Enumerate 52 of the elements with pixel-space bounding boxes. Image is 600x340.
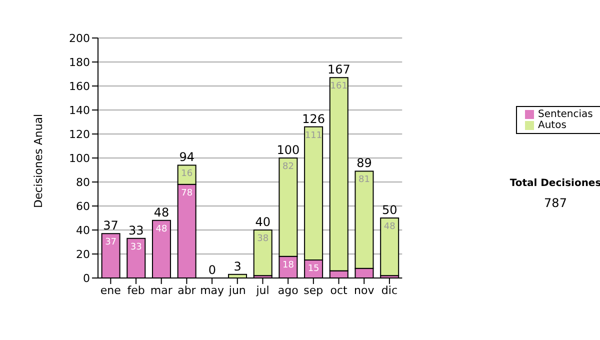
total-label: 94 [179,150,194,164]
y-tick-label: 40 [76,224,90,237]
x-tick-label: oct [330,284,348,297]
total-label: 37 [103,218,118,233]
data-label: 38 [257,234,269,244]
data-label: 82 [282,162,294,172]
total-label: 100 [276,143,300,157]
data-label: 81 [358,175,370,186]
data-label: 48 [384,222,396,232]
y-tick-label: 180 [69,56,90,69]
total-label: 89 [356,156,372,170]
x-tick-label: nov [354,284,375,297]
data-label: 111 [304,130,322,141]
y-tick-label: 160 [69,80,90,93]
x-tick-label: dic [381,284,398,297]
total-label: 48 [154,205,170,220]
x-tick-label: sep [304,284,324,297]
total-label: 33 [128,223,144,238]
y-tick-label: 0 [83,272,90,285]
data-label: 48 [156,224,168,234]
x-tick-label: ene [100,284,122,297]
y-tick-label: 120 [69,128,90,141]
legend-label: Sentencias [538,109,593,120]
data-label: 33 [130,242,142,252]
x-tick-label: may [200,284,225,297]
x-tick-label: abr [178,284,196,297]
x-tick-label: ago [278,284,299,297]
y-axis-title: Decisiones Anual [32,114,45,208]
total-label: 40 [255,215,271,229]
data-label: 18 [282,260,294,270]
y-tick-label: 60 [76,200,90,213]
y-tick-label: 200 [69,32,90,45]
data-label: 16 [181,169,193,180]
x-tick-label: feb [127,284,145,297]
y-tick-label: 20 [76,248,90,261]
data-label: 78 [181,188,193,198]
data-label: 161 [330,82,348,92]
text: 787 [543,196,568,210]
total-label: 50 [382,203,398,217]
x-tick-label: jul [255,284,270,297]
legend-label: Autos [538,120,566,131]
x-tick-label: jun [228,284,246,297]
total-label: 0 [208,263,216,277]
y-tick-label: 80 [76,176,90,189]
total-label: 126 [302,112,326,126]
data-label: 37 [105,238,117,248]
total-label: 3 [234,259,242,274]
x-tick-label: mar [150,284,173,297]
data-label: 15 [308,264,320,274]
total-label: 167 [327,62,350,77]
y-tick-label: 100 [69,152,90,165]
y-tick-label: 140 [69,104,90,117]
